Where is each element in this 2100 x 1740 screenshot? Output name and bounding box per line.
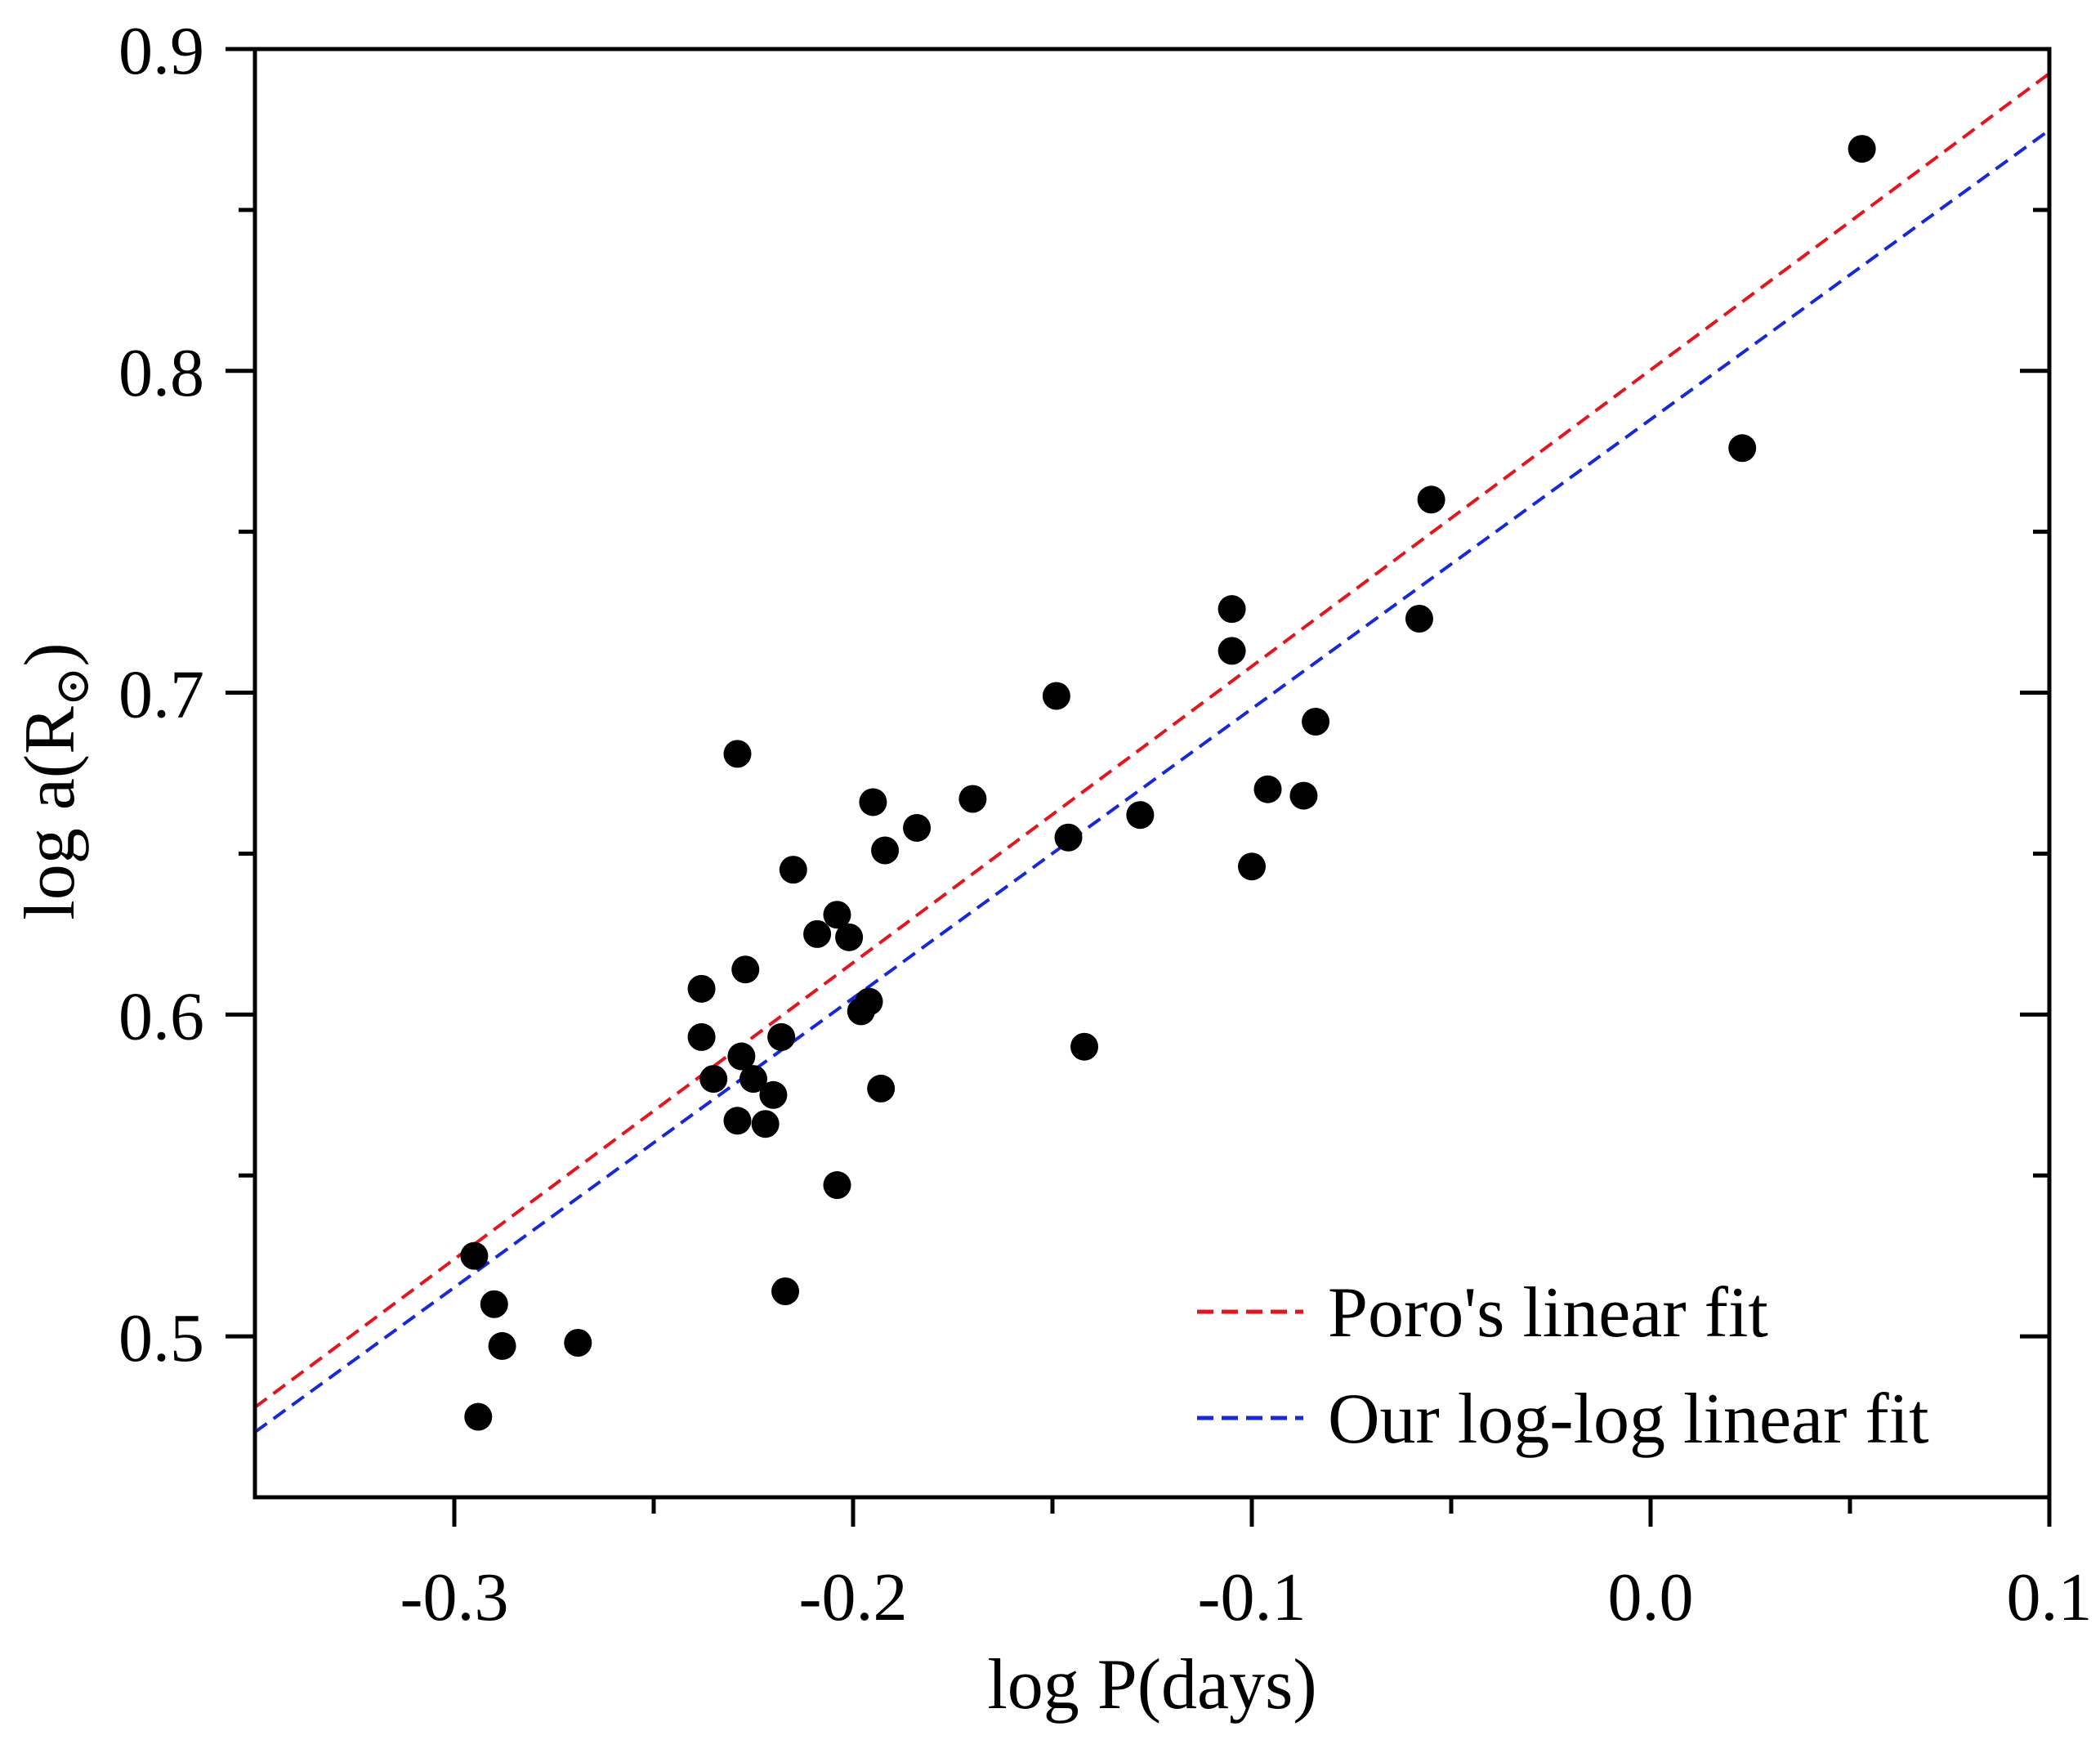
x-tick-label: -0.2 (799, 1559, 908, 1635)
fit-line-1 (253, 72, 2051, 1409)
data-point (759, 1080, 788, 1109)
y-tick-label: 0.7 (118, 657, 204, 733)
y-tick-labels: 0.5 0.6 0.7 0.8 0.9 (118, 13, 204, 1376)
y-axis-title-sun-symbol: ⊙ (46, 667, 99, 707)
data-point (727, 1042, 756, 1071)
data-point (687, 1022, 716, 1051)
data-point (958, 785, 987, 813)
y-tick-label: 0.9 (118, 13, 204, 89)
y-tick-label: 0.5 (118, 1300, 204, 1376)
data-point (1218, 595, 1246, 624)
data-point (1848, 135, 1876, 163)
data-point (1405, 604, 1433, 633)
data-point (771, 1277, 800, 1305)
y-axis-title: log a(R⊙) (11, 642, 99, 919)
fit-line-2 (253, 128, 2051, 1434)
x-tick-label: 0.0 (1608, 1559, 1694, 1635)
data-point (867, 1074, 896, 1103)
data-point (1218, 637, 1246, 665)
data-point (779, 856, 807, 884)
data-point (767, 1022, 796, 1051)
x-tick-label: 0.1 (2007, 1559, 2093, 1635)
plot-frame (252, 47, 2052, 1500)
data-point (1070, 1032, 1099, 1061)
data-point (903, 813, 932, 842)
data-point (1253, 775, 1282, 803)
data-point (731, 955, 760, 984)
data-point (1238, 852, 1266, 881)
data-point (480, 1290, 508, 1318)
data-point (835, 923, 864, 951)
data-point (488, 1331, 516, 1360)
data-point (803, 919, 832, 948)
data-point (823, 1171, 851, 1200)
legend: Poro's linear fit Our log-log linear fit (1197, 1273, 1929, 1459)
data-point (564, 1328, 592, 1357)
y-tick-label: 0.8 (118, 335, 204, 411)
x-axis-title: log P(days) (987, 1645, 1316, 1724)
data-point (1042, 682, 1070, 710)
x-tick-label: -0.1 (1198, 1559, 1307, 1635)
data-point (871, 836, 900, 865)
data-point (859, 788, 887, 816)
data-point (855, 987, 883, 1016)
data-point (723, 740, 752, 768)
data-point (687, 974, 716, 1003)
data-point (723, 1107, 752, 1135)
x-tick-label: -0.3 (400, 1559, 509, 1635)
y-axis-title-main: log a(R (11, 706, 90, 920)
data-point (751, 1110, 780, 1138)
data-point (699, 1065, 728, 1094)
data-point (1728, 434, 1757, 463)
legend-label-2: Our log-log linear fit (1328, 1380, 1929, 1459)
data-point (1289, 781, 1318, 810)
y-tick-label: 0.6 (118, 978, 204, 1054)
data-point (1126, 801, 1155, 830)
data-point (1302, 707, 1330, 736)
data-point (1054, 823, 1083, 852)
y-axis-title-close: ) (11, 642, 90, 666)
data-point (739, 1065, 767, 1094)
data-point (1417, 485, 1445, 514)
data-points (460, 135, 1876, 1431)
data-point (464, 1402, 493, 1431)
data-point (823, 901, 851, 929)
fit-lines (253, 72, 2051, 1434)
legend-label-1: Poro's linear fit (1328, 1273, 1768, 1353)
data-point (460, 1241, 489, 1270)
x-tick-labels: -0.3 -0.2 -0.1 0.0 0.1 (400, 1559, 2093, 1635)
axis-ticks (226, 47, 2052, 1527)
